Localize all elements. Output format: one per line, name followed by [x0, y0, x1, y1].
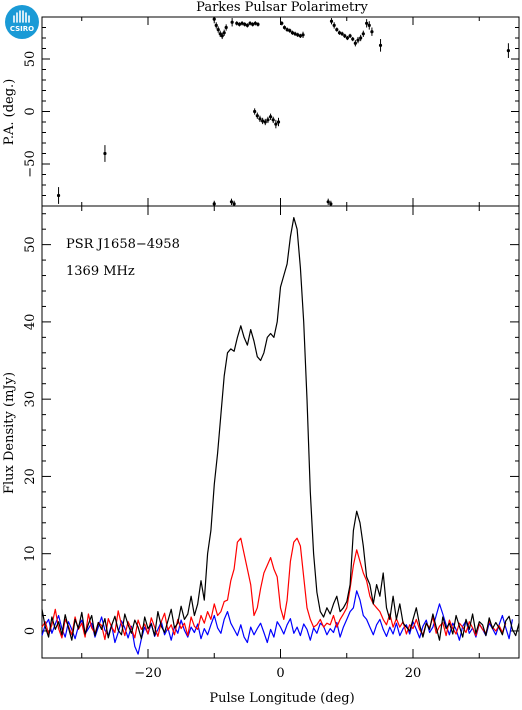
- pa-point: [258, 117, 262, 121]
- frequency-annotation: 1369 MHz: [66, 264, 135, 279]
- profile-ytick-label: 10: [23, 545, 38, 562]
- pa-point: [280, 21, 284, 25]
- pa-point: [224, 25, 228, 30]
- pa-point: [353, 41, 357, 45]
- pa-point: [340, 32, 344, 36]
- pa-point: [370, 30, 374, 34]
- pa-point: [237, 22, 242, 26]
- pa-point: [243, 22, 247, 26]
- profile-ytick-label: 50: [23, 236, 38, 253]
- pa-point: [298, 34, 302, 38]
- pa-point: [245, 23, 249, 27]
- total-intensity-line: [41, 217, 520, 641]
- pa-point: [103, 151, 107, 156]
- profile-lines: [41, 217, 520, 655]
- pa-ytick-label: −50: [23, 150, 38, 177]
- pa-point: [356, 38, 360, 42]
- pa-point: [326, 200, 330, 204]
- profile-ticks: −20 0 20 0 10 20 30 40 50: [23, 206, 519, 681]
- pa-ytick-label: 0: [23, 107, 38, 115]
- pa-point: [282, 25, 287, 30]
- pa-point: [290, 31, 295, 35]
- pa-axis-label: P.A. (deg.): [2, 79, 17, 146]
- pa-point: [367, 23, 371, 27]
- pa-point: [218, 32, 222, 36]
- pa-point: [263, 120, 267, 124]
- pa-point: [378, 43, 383, 47]
- profile-panel: −20 0 20 0 10 20 30 40 50 PSR J1658−4958 1369 MH…: [2, 205, 520, 706]
- pa-point: [285, 28, 289, 32]
- csiro-logo-mark: [13, 10, 30, 23]
- pa-point: [248, 21, 252, 25]
- pa-point: [332, 23, 336, 27]
- pa-point: [56, 193, 61, 198]
- pa-point: [343, 34, 347, 38]
- pa-point: [214, 23, 218, 27]
- pa-point: [256, 22, 260, 26]
- pa-point: [255, 114, 259, 118]
- pa-point: [266, 118, 270, 122]
- profile-xtick-label: −20: [134, 666, 161, 681]
- pa-point: [216, 28, 220, 32]
- pa-point: [348, 34, 352, 38]
- flux-axis-label: Flux Density (mJy): [2, 372, 17, 494]
- profile-xtick-label: 20: [405, 666, 422, 681]
- pa-point: [365, 21, 369, 25]
- profile-ytick-label: 40: [23, 314, 38, 331]
- csiro-logo-badge: [5, 5, 39, 39]
- pa-point: [220, 34, 224, 38]
- pa-point: [212, 17, 216, 21]
- pa-panel-frame: [41, 16, 520, 207]
- pa-point: [271, 118, 275, 122]
- pa-point: [351, 37, 355, 41]
- pa-point: [232, 202, 236, 206]
- psr-name-annotation: PSR J1658−4958: [66, 237, 180, 252]
- pa-point: [337, 31, 342, 35]
- pa-point: [359, 36, 363, 40]
- pa-point: [251, 22, 255, 26]
- profile-xtick-label: 0: [276, 666, 284, 681]
- pa-point: [230, 20, 234, 24]
- pa-point: [229, 200, 234, 204]
- pa-point: [288, 29, 292, 33]
- pa-point: [293, 32, 297, 36]
- pa-point: [345, 36, 350, 40]
- pa-point: [212, 202, 216, 206]
- pa-ytick-label: 50: [23, 51, 38, 68]
- pa-point: [235, 21, 239, 25]
- profile-ytick-label: 20: [23, 468, 38, 485]
- csiro-logo-text: CSIRO: [10, 25, 34, 33]
- longitude-axis-label: Pulse Longitude (deg): [209, 691, 354, 706]
- pa-point: [240, 21, 244, 25]
- pa-point: [261, 119, 265, 123]
- pa-point: [335, 28, 339, 32]
- profile-ytick-label: 30: [23, 391, 38, 408]
- pa-ticks: −50 0 50: [23, 17, 519, 206]
- pa-point: [361, 32, 365, 36]
- pa-point: [296, 33, 300, 37]
- pa-point: [301, 33, 305, 37]
- pa-point: [329, 202, 333, 206]
- pa-point: [253, 21, 257, 25]
- pa-point: [329, 19, 334, 23]
- pa-point: [274, 122, 278, 126]
- pa-point: [253, 109, 257, 114]
- position-angle-panel: −50 0 50 P.A. (deg.): [2, 16, 520, 207]
- pa-points: [56, 17, 510, 206]
- csiro-logo: CSIRO: [5, 5, 39, 39]
- pa-point: [506, 49, 510, 53]
- pa-point: [268, 115, 273, 119]
- profile-ytick-label: 0: [23, 627, 38, 635]
- pa-point: [276, 120, 281, 124]
- pa-point: [222, 31, 226, 35]
- chart-title: Parkes Pulsar Polarimetry: [196, 0, 368, 15]
